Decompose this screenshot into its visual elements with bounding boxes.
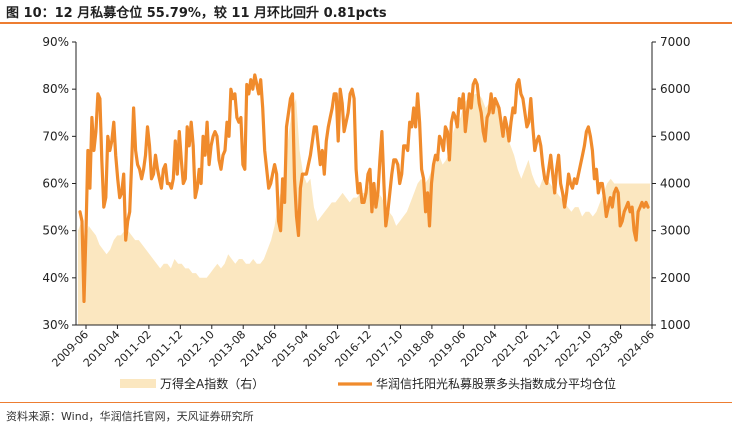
right-tick-label: 5000 <box>660 129 691 143</box>
legend-label-line: 华润信托阳光私募股票多头指数成分平均仓位 <box>376 376 616 391</box>
legend-swatch-area <box>120 379 156 388</box>
legend-label-area: 万得全A指数（右） <box>160 376 264 391</box>
left-tick-label: 40% <box>42 271 69 285</box>
right-tick-label: 4000 <box>660 177 691 191</box>
left-tick-label: 50% <box>42 224 69 238</box>
right-tick-label: 6000 <box>660 82 691 96</box>
series-area-wind-a <box>78 93 650 326</box>
right-tick-label: 3000 <box>660 224 691 238</box>
chart: 30% 40% 50% 60% 70% 80% 90% 1000 2000 3000 4000 500… <box>42 35 691 391</box>
right-tick-label: 2000 <box>660 271 691 285</box>
right-tick-label: 1000 <box>660 318 691 332</box>
legend: 万得全A指数（右） 华润信托阳光私募股票多头指数成分平均仓位 <box>120 376 616 391</box>
right-tick-label: 7000 <box>660 35 691 49</box>
left-tick-label: 90% <box>42 35 69 49</box>
title-divider <box>0 22 732 24</box>
left-tick-label: 30% <box>42 318 69 332</box>
source-note: 资料来源：Wind，华润信托官网，天风证券研究所 <box>6 410 254 423</box>
figure-title: 图 10：12 月私募仓位 55.79%，较 11 月环比回升 0.81pcts <box>6 6 387 21</box>
plot-area <box>78 73 650 326</box>
left-tick-label: 70% <box>42 129 69 143</box>
source-divider <box>0 402 732 403</box>
left-tick-label: 60% <box>42 177 69 191</box>
left-tick-label: 80% <box>42 82 69 96</box>
series-line-position <box>78 73 650 303</box>
